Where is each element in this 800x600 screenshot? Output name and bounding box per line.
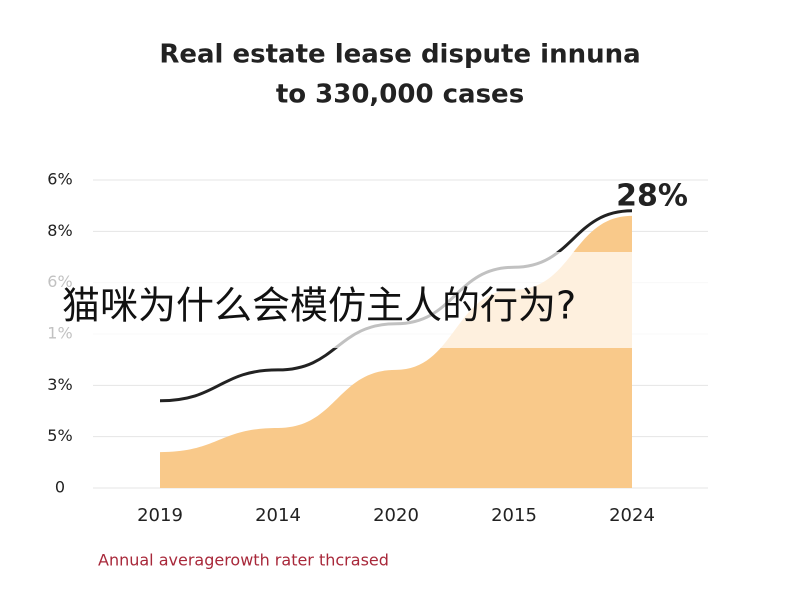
area xyxy=(160,215,632,488)
y-tick-label: 5% xyxy=(47,426,72,445)
x-tick-label: 2019 xyxy=(137,505,183,526)
x-tick-label: 2020 xyxy=(373,505,419,526)
overlay-text: 猫咪为什么会模仿主人的行为? xyxy=(62,284,576,328)
chart-title: Real estate lease dispute innuna xyxy=(159,40,640,70)
y-tick-label: 0 xyxy=(55,478,65,497)
x-tick-label: 2024 xyxy=(609,505,655,526)
y-tick-label: 3% xyxy=(47,375,72,394)
y-tick-label: 8% xyxy=(47,221,72,240)
overlay-band xyxy=(0,252,800,348)
x-tick-label: 2014 xyxy=(255,505,301,526)
annotation: 28% xyxy=(616,178,688,213)
chart-title: to 330,000 cases xyxy=(276,80,524,110)
x-tick-label: 2015 xyxy=(491,505,537,526)
y-tick-label: 6% xyxy=(47,170,72,189)
caption: Annual averagerowth rater thcrased xyxy=(98,551,389,570)
